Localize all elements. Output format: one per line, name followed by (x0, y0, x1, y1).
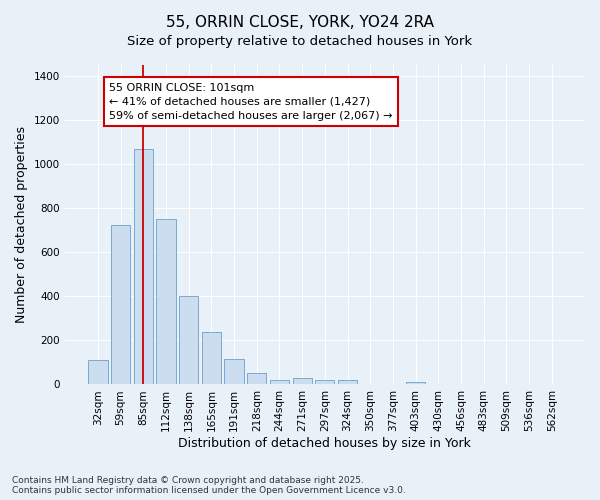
Y-axis label: Number of detached properties: Number of detached properties (15, 126, 28, 323)
Bar (315, 380, 334, 384)
Text: Contains HM Land Registry data © Crown copyright and database right 2025.
Contai: Contains HM Land Registry data © Crown c… (12, 476, 406, 495)
Bar (134, 148, 153, 384)
Bar (179, 296, 199, 384)
Text: 55, ORRIN CLOSE, YORK, YO24 2RA: 55, ORRIN CLOSE, YORK, YO24 2RA (166, 15, 434, 30)
Bar (338, 380, 357, 384)
Bar (202, 332, 221, 384)
Bar (247, 374, 266, 384)
Bar (157, 219, 176, 384)
Bar (293, 378, 312, 384)
Bar (88, 360, 107, 384)
Bar (270, 380, 289, 384)
X-axis label: Distribution of detached houses by size in York: Distribution of detached houses by size … (178, 437, 471, 450)
Text: Size of property relative to detached houses in York: Size of property relative to detached ho… (127, 35, 473, 48)
Bar (224, 359, 244, 384)
Text: 55 ORRIN CLOSE: 101sqm
← 41% of detached houses are smaller (1,427)
59% of semi-: 55 ORRIN CLOSE: 101sqm ← 41% of detached… (109, 82, 393, 120)
Bar (406, 382, 425, 384)
Bar (111, 224, 130, 384)
